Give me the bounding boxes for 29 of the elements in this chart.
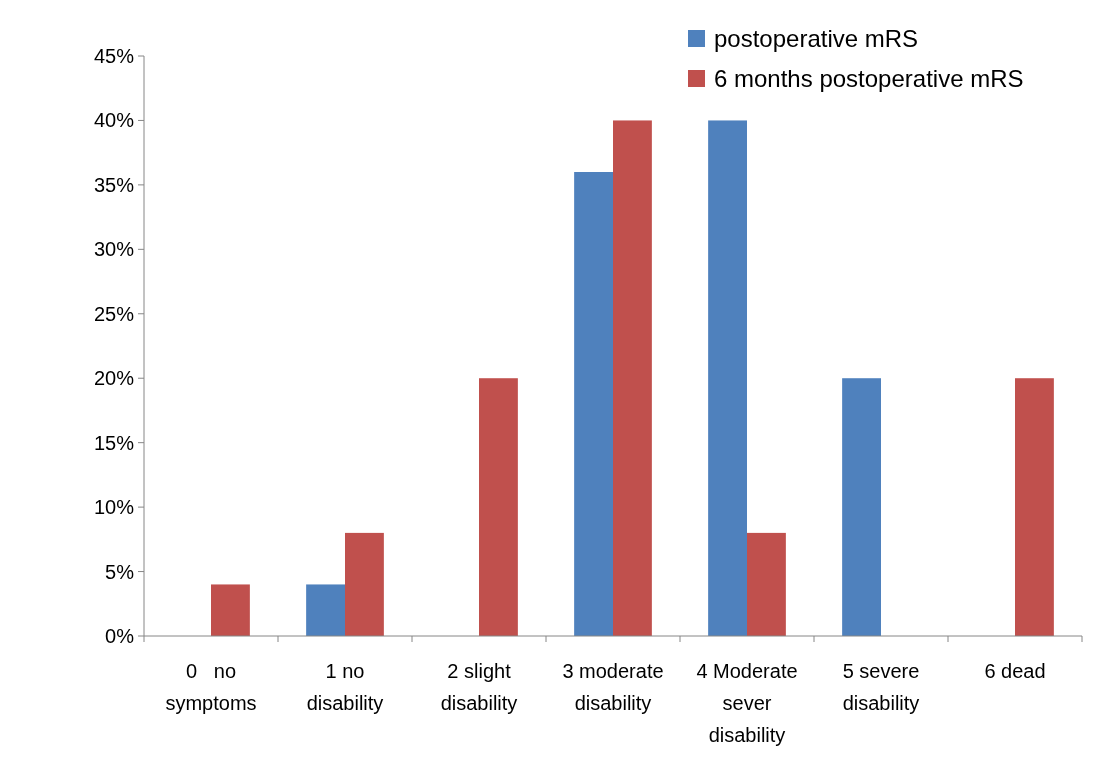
y-tick-label: 25%: [93, 302, 135, 325]
y-tick-label: 0%: [105, 625, 135, 647]
bar: [1015, 378, 1054, 636]
bar: [613, 120, 652, 636]
legend-label: 6 months postoperative mRS: [714, 65, 1024, 93]
bar: [574, 172, 613, 636]
x-tick-label: 6 dead: [984, 660, 1046, 682]
y-tick-label: 15%: [93, 431, 135, 454]
y-tick-label: 10%: [93, 496, 135, 519]
x-tick-label: 5 severe disability: [842, 660, 920, 714]
y-tick-label: 20%: [93, 367, 135, 390]
x-tick-label: 2 slight disability: [440, 660, 518, 714]
x-tick-label: 0 no symptoms: [165, 660, 257, 714]
bar: [842, 378, 881, 636]
bar: [708, 120, 747, 636]
y-tick-label: 5%: [105, 560, 135, 583]
bar: [211, 584, 250, 636]
bar: [306, 584, 345, 636]
y-tick-label: 35%: [93, 173, 135, 196]
bar: [479, 378, 518, 636]
bar: [345, 532, 384, 636]
y-tick-label: 30%: [93, 238, 135, 261]
legend-label: postoperative mRS: [714, 25, 919, 53]
x-tick-label: 1 no disability: [306, 660, 384, 714]
x-tick-label: 3 moderate disability: [562, 660, 664, 714]
y-tick-label: 40%: [93, 109, 135, 132]
x-tick-label: 4 Moderate sever disability: [696, 660, 798, 746]
bar: [747, 532, 786, 636]
y-tick-label: 45%: [93, 45, 135, 67]
